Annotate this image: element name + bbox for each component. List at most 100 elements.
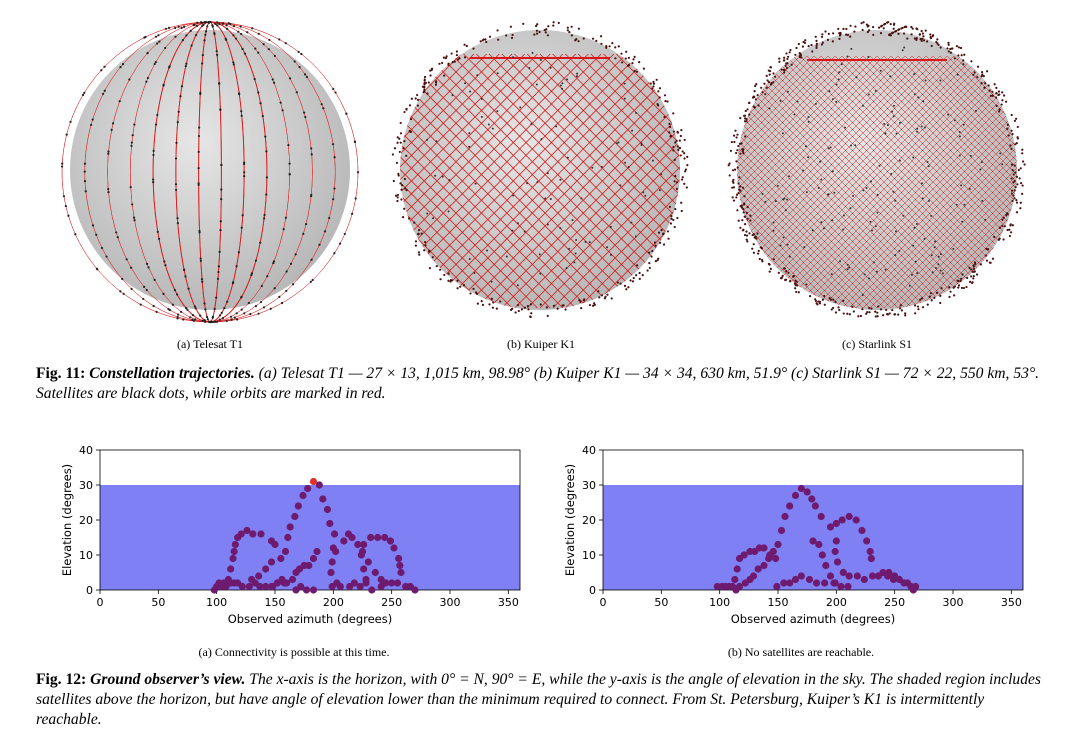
- satellite-dot: [320, 103, 323, 106]
- satellite-dot: [455, 53, 459, 57]
- satellite-dot: [263, 217, 266, 220]
- satellite-dot: [676, 216, 679, 220]
- satellite-dot: [211, 24, 214, 27]
- satellite-dot: [496, 29, 499, 32]
- satellite-dot: [807, 45, 810, 48]
- satellite-dot: [240, 226, 243, 229]
- satellite-point: [249, 530, 257, 538]
- satellite-dot: [269, 307, 272, 310]
- satellite-dot: [631, 62, 634, 65]
- satellite-dot: [479, 40, 482, 43]
- satellite-dot: [803, 246, 806, 249]
- satellite-dot: [1002, 238, 1005, 241]
- satellite-dot: [759, 246, 762, 249]
- satellite-dot: [744, 135, 747, 138]
- satellite-dot: [640, 144, 643, 147]
- satellite-dot: [963, 203, 966, 206]
- satellite-dot: [240, 114, 243, 117]
- orbit-line: [813, 55, 1017, 309]
- satellite-point: [323, 505, 332, 514]
- satellite-dot: [988, 261, 992, 264]
- satellite-dot: [609, 225, 612, 228]
- satellite-dot: [182, 318, 185, 321]
- satellite-dot: [849, 35, 852, 38]
- satellite-dot: [571, 219, 574, 222]
- satellite-dot: [439, 268, 442, 271]
- satellite-dot: [861, 28, 864, 32]
- satellite-point: [368, 586, 376, 594]
- satellite-dot: [232, 61, 235, 64]
- satellite-dot: [652, 85, 655, 88]
- satellite-dot: [176, 121, 179, 124]
- satellite-point: [309, 554, 318, 563]
- satellite-dot: [658, 189, 661, 192]
- satellite-dot: [754, 84, 757, 88]
- satellite-dot: [776, 184, 779, 187]
- satellite-dot: [916, 127, 919, 130]
- satellite-dot: [568, 247, 571, 250]
- satellite-dot: [892, 27, 895, 30]
- satellite-dot: [582, 37, 585, 40]
- satellite-dot: [969, 154, 972, 157]
- satellite-dot: [741, 229, 744, 232]
- satellite-dot: [272, 260, 276, 263]
- satellite-dot: [904, 312, 907, 315]
- orbit-line: [476, 53, 680, 309]
- satellite-dot: [768, 107, 771, 110]
- satellite-dot: [740, 206, 744, 209]
- satellite-dot: [1019, 182, 1023, 185]
- satellite-dot: [474, 182, 477, 185]
- orbit-line: [400, 53, 500, 309]
- satellite-dot: [61, 162, 64, 165]
- satellite-dot: [1016, 125, 1019, 129]
- satellite-dot: [630, 221, 633, 224]
- satellite-dot: [605, 44, 608, 48]
- satellite-dot: [399, 141, 402, 144]
- satellite-dot: [218, 314, 222, 317]
- satellite-dot: [974, 262, 977, 265]
- satellite-dot: [1015, 211, 1019, 214]
- satellite-dot: [672, 145, 675, 149]
- satellite-dot: [802, 40, 805, 44]
- satellite-dot: [834, 311, 838, 314]
- satellite-dot: [648, 266, 651, 270]
- satellite-dot: [939, 269, 942, 272]
- satellite-dot: [779, 244, 782, 247]
- satellite-dot: [536, 23, 539, 26]
- orbit-line: [1016, 55, 1017, 309]
- satellite-dot: [784, 278, 787, 282]
- satellite-dot: [986, 70, 989, 73]
- satellite-dot: [439, 278, 442, 281]
- satellite-dot: [394, 194, 398, 197]
- satellite-dot: [838, 308, 841, 312]
- satellite-dot: [950, 47, 953, 50]
- satellite-dot: [928, 295, 931, 298]
- satellite-dot: [933, 240, 936, 243]
- satellite-dot: [423, 88, 426, 92]
- satellite-dot: [632, 276, 635, 280]
- satellite-dot: [186, 308, 189, 311]
- satellite-dot: [746, 206, 749, 209]
- satellite-dot: [672, 112, 675, 115]
- satellite-dot: [832, 298, 835, 301]
- satellite-dot: [621, 61, 624, 64]
- satellite-dot: [96, 268, 99, 271]
- satellite-dot: [429, 74, 432, 77]
- satellite-dot: [916, 271, 919, 274]
- satellite-dot: [828, 90, 831, 93]
- satellite-dot: [903, 46, 906, 49]
- satellite-dot: [535, 29, 539, 32]
- satellite-dot: [936, 38, 939, 41]
- satellite-point: [350, 579, 358, 587]
- satellite-dot: [578, 299, 581, 302]
- satellite-dot: [237, 251, 240, 254]
- satellite-dot: [480, 300, 483, 303]
- satellite-dot: [892, 115, 895, 118]
- satellite-dot: [670, 217, 673, 220]
- satellite-dot: [125, 258, 128, 261]
- satellite-point: [262, 565, 270, 573]
- satellite-dot: [970, 268, 973, 271]
- satellite-dot: [184, 275, 187, 278]
- satellite-dot: [766, 79, 769, 82]
- satellite-dot: [144, 35, 147, 39]
